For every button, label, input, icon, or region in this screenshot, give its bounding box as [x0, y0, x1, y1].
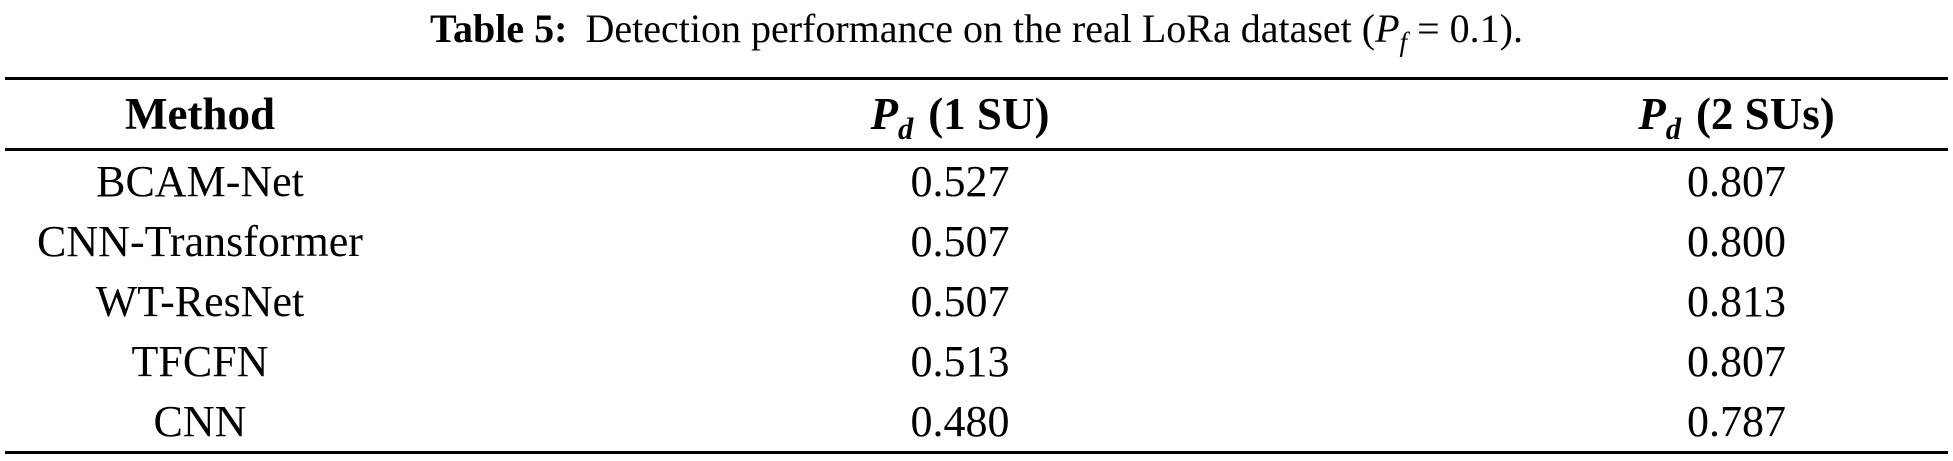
column-header-method: Method — [5, 79, 395, 150]
pf-subscript: f — [1399, 27, 1408, 57]
caption-label: Table 5: — [430, 6, 568, 51]
pd-1su-cell: 0.527 — [910, 156, 1010, 206]
results-table: Method Pd (1 SU) Pd (2 SUs) BCAM-Net 0.527… — [5, 77, 1948, 454]
pd-1su-cell: 0.507 — [910, 216, 1010, 266]
header-row: Method Pd (1 SU) Pd (2 SUs) — [5, 79, 1948, 150]
caption-text: Detection performance on the real LoRa d… — [585, 6, 1376, 51]
method-cell: WT-ResNet — [95, 276, 305, 326]
table-caption: Table 5: Detection performance on the rea… — [0, 2, 1953, 76]
table-row: TFCFN 0.513 0.807 — [5, 331, 1948, 391]
table-row: BCAM-Net 0.527 0.807 — [5, 150, 1948, 212]
pd-1su-suffix: (1 SU) — [928, 89, 1050, 139]
pd-2sus-suffix: (2 SUs) — [1695, 89, 1835, 139]
method-cell: BCAM-Net — [96, 156, 304, 206]
table-header: Method Pd (1 SU) Pd (2 SUs) — [5, 79, 1948, 150]
pf-symbol: P — [1375, 6, 1400, 51]
table-row: CNN 0.480 0.787 — [5, 391, 1948, 453]
method-cell: CNN — [153, 396, 247, 446]
pd-2sus-cell: 0.787 — [1687, 396, 1786, 446]
table-row: WT-ResNet 0.507 0.813 — [5, 271, 1948, 331]
table-row: CNN-Transformer 0.507 0.800 — [5, 211, 1948, 271]
method-cell: TFCFN — [131, 336, 269, 386]
column-header-pd-2sus: Pd (2 SUs) — [1525, 79, 1948, 150]
pd-1su-cell: 0.507 — [910, 276, 1010, 326]
caption-tail: = 0.1). — [1407, 6, 1523, 51]
pd-symbol: P — [870, 89, 899, 139]
method-header-label: Method — [125, 89, 275, 139]
pd-subscript: d — [898, 112, 914, 146]
method-cell: CNN-Transformer — [37, 216, 363, 266]
pd-subscript: d — [1665, 112, 1682, 146]
pd-2sus-cell: 0.800 — [1687, 216, 1786, 266]
pd-symbol: P — [1638, 89, 1666, 139]
pd-1su-cell: 0.513 — [910, 336, 1010, 386]
pd-2sus-cell: 0.807 — [1687, 156, 1786, 206]
table-body: BCAM-Net 0.527 0.807 CNN-Transformer 0.5… — [5, 150, 1948, 453]
pd-2sus-cell: 0.807 — [1687, 336, 1786, 386]
pd-1su-cell: 0.480 — [910, 396, 1010, 446]
column-header-pd-1su: Pd (1 SU) — [395, 79, 1525, 150]
pd-2sus-cell: 0.813 — [1687, 276, 1786, 326]
